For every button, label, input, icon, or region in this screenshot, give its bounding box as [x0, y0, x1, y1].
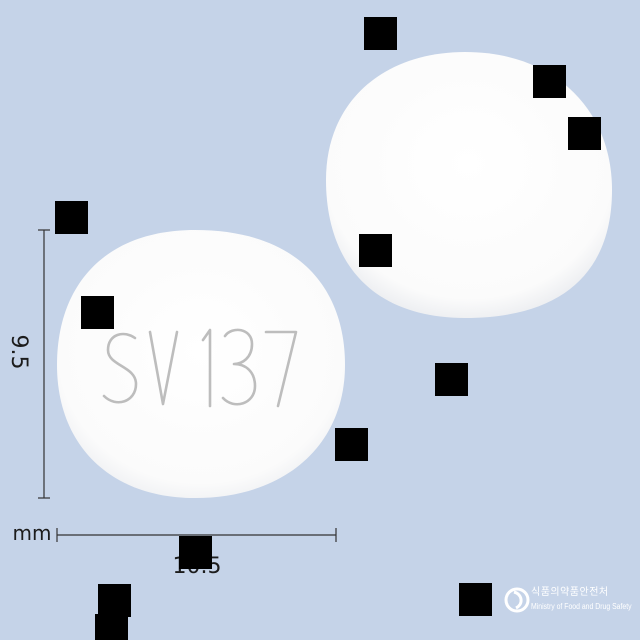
- height-dimension: [38, 229, 50, 499]
- occluder-box: [55, 201, 88, 234]
- width-dimension: [56, 528, 337, 542]
- occluder-box: [81, 296, 114, 329]
- occluder-box: [179, 536, 212, 569]
- occluder-box: [364, 17, 397, 50]
- occluder-box: [435, 363, 468, 396]
- occluder-box: [459, 583, 492, 616]
- occluder-box: [98, 584, 131, 617]
- mfds-logo-emblem-icon: [504, 587, 530, 613]
- occluder-box: [359, 234, 392, 267]
- occluder-box: [335, 428, 368, 461]
- occluder-box: [533, 65, 566, 98]
- pill-imprint: [102, 328, 298, 408]
- logo-english-text: Ministry of Food and Drug Safety: [531, 602, 632, 611]
- unit-label: mm: [13, 521, 52, 545]
- occluder-box: [568, 117, 601, 150]
- pill-back: [326, 52, 612, 318]
- pill-front: [57, 230, 345, 498]
- occluder-box: [95, 614, 128, 640]
- height-label: 9.5: [6, 335, 31, 370]
- logo-korean-text: 식품의약품안전처: [531, 587, 609, 598]
- mfds-logo: 식품의약품안전처 Ministry of Food and Drug Safet…: [505, 580, 632, 620]
